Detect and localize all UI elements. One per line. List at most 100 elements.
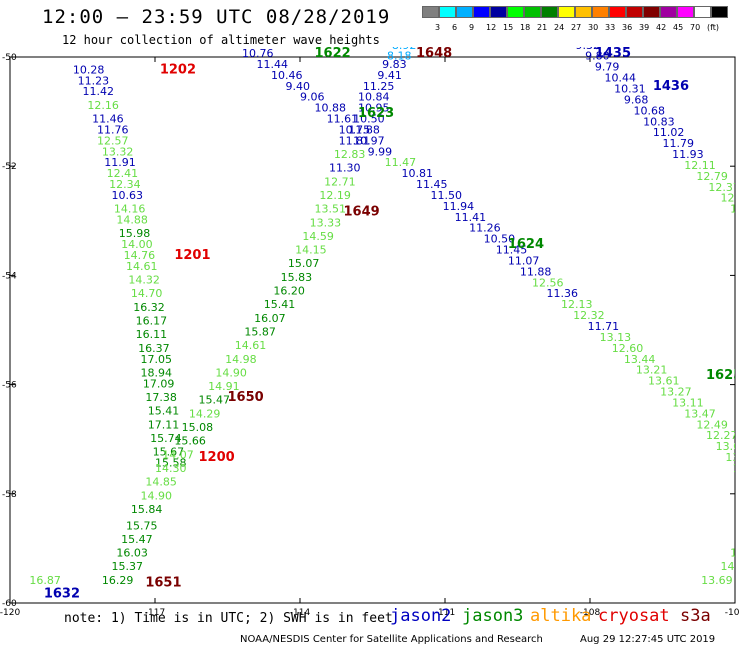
wave-height-value: 16.03	[116, 547, 148, 560]
wave-height-value: 12.27	[706, 429, 738, 442]
wave-height-value: 11.45	[416, 178, 448, 191]
pass-time-label: 1649	[344, 204, 380, 219]
wave-height-value: 11.25	[363, 80, 395, 93]
wave-height-value: 11.61	[327, 113, 359, 126]
wave-height-value: 13.94	[725, 451, 740, 464]
colorbar-tick-label: 18	[520, 23, 531, 32]
x-tick-label: -120	[0, 608, 20, 618]
wave-height-value: 11.02	[653, 126, 685, 139]
wave-height-value: 10.44	[605, 72, 637, 85]
wave-height-value: 13.13	[600, 331, 632, 344]
wave-height-value: 16.32	[133, 301, 165, 314]
wave-height-value: 10.31	[614, 82, 646, 95]
wave-height-value: 15.47	[199, 394, 231, 407]
wave-height-value: 11.71	[588, 320, 620, 333]
wave-height-value: 14.85	[145, 476, 177, 489]
wave-height-value: 11.76	[97, 123, 129, 136]
wave-height-value: 12.60	[612, 342, 644, 355]
wave-height-value: 14.15	[295, 244, 327, 257]
y-tick-label: -50	[2, 53, 17, 63]
x-tick-label: -111	[435, 608, 455, 618]
wave-height-value: 7.60	[402, 28, 427, 41]
wave-height-value: 12.9	[730, 203, 740, 216]
generated-timestamp: Aug 29 12:27:45 UTC 2019	[580, 634, 716, 645]
wave-height-value: 14.98	[225, 353, 256, 366]
colorbar-swatch	[473, 6, 490, 18]
wave-height-value: 11.79	[663, 137, 695, 150]
wave-height-value: 11.26	[469, 222, 501, 235]
wave-height-value: 10.76	[242, 47, 274, 60]
wave-height-value: 15.87	[244, 325, 276, 338]
wave-height-value: 16.29	[102, 574, 134, 587]
wave-height-value: 9.83	[382, 58, 407, 71]
wave-height-value: 8.92	[392, 39, 417, 52]
wave-height-value: 17.11	[148, 418, 180, 431]
pass-time-label: 1623	[358, 106, 394, 121]
colorbar-tick-label: 42	[656, 23, 667, 32]
wave-height-value: 10.95	[358, 102, 390, 115]
pass-time-label: 2	[735, 570, 740, 585]
wave-height-value: 12.49	[696, 418, 728, 431]
wave-height-value: 12.16	[87, 99, 119, 112]
colorbar-swatch	[660, 6, 677, 18]
wave-height-value: 8.83	[223, 36, 248, 49]
wave-height-value: 12.57	[97, 134, 129, 147]
wave-height-value: 16.07	[254, 312, 285, 325]
y-tick-label: -52	[2, 162, 17, 172]
wave-height-value: 11.93	[672, 148, 704, 161]
wave-height-value: 16.20	[273, 285, 305, 298]
wave-height-value: 18.94	[141, 366, 173, 379]
wave-height-value: 15.47	[121, 533, 152, 546]
wave-height-value: 15.74	[150, 432, 182, 445]
colorbar-swatch	[507, 6, 524, 18]
legend-jason3: jason3	[462, 606, 524, 626]
colorbar-swatch	[439, 6, 456, 18]
colorbar-swatch	[575, 6, 592, 18]
colorbar-swatch	[592, 6, 609, 18]
wave-height-value: 10.28	[73, 63, 105, 76]
colorbar-tick-label: 3	[435, 23, 441, 32]
pass-time-label: 1200	[199, 450, 235, 465]
wave-height-value: 9.99	[368, 145, 393, 158]
colorbar-swatch	[558, 6, 575, 18]
wave-height-value: 17.38	[145, 391, 177, 404]
wave-height-value: 15.08	[182, 421, 214, 434]
x-tick-label: -105	[725, 608, 740, 618]
wave-height-value: 14.32	[128, 274, 160, 287]
wave-height-value: 11.91	[104, 156, 136, 169]
wave-height-value: 11.30	[329, 162, 361, 175]
wave-height-value: 10.97	[353, 134, 385, 147]
wave-height-value: 14.1	[721, 560, 740, 573]
wave-height-value: 15.37	[112, 560, 144, 573]
colorbar-swatch	[711, 6, 728, 18]
colorbar-tick-label: 12	[486, 23, 497, 32]
wave-height-value: 10.50	[353, 113, 385, 126]
wave-height-value: 14.61	[235, 339, 267, 352]
wave-height-value: 11.41	[455, 211, 487, 224]
colorbar-swatch	[456, 6, 473, 18]
colorbar-tick-label: 21	[537, 23, 548, 32]
wave-height-value: 11.47	[385, 156, 417, 169]
wave-height-value: 14.88	[116, 214, 148, 227]
colorbar-swatch	[422, 6, 439, 18]
wave-height-value: 8.61	[213, 28, 238, 41]
colorbar-tick-label: 9	[469, 23, 475, 32]
wave-height-value: 14.30	[155, 462, 187, 475]
wave-height-value: 15.66	[174, 435, 206, 448]
wave-height-value: 10.83	[643, 115, 675, 128]
pass-time-label: 1436	[653, 79, 689, 94]
wave-height-value: 11.50	[431, 189, 463, 202]
wave-height-value: 9.80	[585, 50, 610, 63]
wave-height-value: 12.56	[532, 276, 564, 289]
wave-height-value: 11.42	[83, 85, 115, 98]
pass-time-label: 1201	[174, 248, 210, 263]
colorbar-tick-label: 70	[690, 23, 701, 32]
y-tick-label: -56	[2, 381, 17, 391]
legend-s3a: s3a	[680, 606, 711, 626]
wave-height-value: 11.36	[547, 287, 579, 300]
wave-height-value: 15.41	[264, 298, 296, 311]
wave-height-value: 11.46	[92, 113, 124, 126]
wave-height-value: 14.90	[215, 366, 247, 379]
wave-height-value: 14.00	[121, 238, 152, 251]
